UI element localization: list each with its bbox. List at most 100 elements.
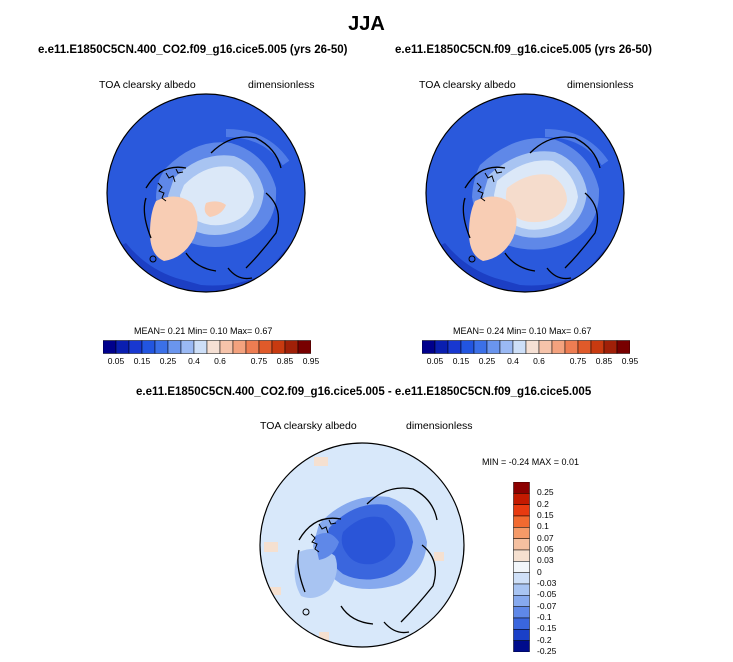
panel-2-colorbar-labels: 0.05 0.15 0.25 0.4 0.6 0.75 0.85 0.95	[422, 356, 639, 368]
panel-1-colorbar	[103, 340, 311, 354]
greenland-icesheet	[469, 196, 517, 261]
colorbar-swatch	[180, 340, 195, 354]
colorbar-tick-label: 0.25	[537, 487, 554, 498]
colorbar-swatch	[513, 606, 530, 619]
central-arctic-high-albedo	[505, 174, 567, 223]
colorbar-swatch	[271, 340, 286, 354]
panel-3-stats: MIN = -0.24 MAX = 0.01	[482, 457, 580, 467]
colorbar-swatch	[564, 340, 579, 354]
map-boundary	[259, 442, 465, 648]
colorbar-swatch	[193, 340, 208, 354]
coastlines	[143, 136, 282, 280]
map-boundary	[425, 93, 625, 293]
panel-3-units-label: dimensionless	[406, 420, 473, 432]
colorbar-swatch	[538, 340, 553, 354]
colorbar-swatch	[473, 340, 488, 354]
colorbar-swatch	[167, 340, 182, 354]
colorbar-tick-label: -0.03	[537, 578, 557, 588]
colorbar-tick-label: 0.4	[507, 356, 519, 366]
colorbar-tick-label: -0.05	[537, 589, 557, 600]
colorbar-swatch	[513, 561, 530, 573]
colorbar-tick-label: 0.25	[159, 356, 177, 366]
colorbar-swatch	[513, 538, 530, 551]
colorbar-swatch	[245, 340, 260, 354]
colorbar-swatch	[128, 340, 143, 354]
colorbar-swatch	[258, 340, 273, 354]
colorbar-tick-label: -0.25	[537, 646, 557, 656]
colorbar-swatch	[590, 340, 605, 354]
panel-1-variable-label: TOA clearsky albedo	[99, 79, 196, 91]
colorbar-swatch	[513, 640, 530, 652]
colorbar-swatch	[616, 340, 630, 354]
panel-1-colorbar-labels: 0.05 0.15 0.25 0.4 0.6 0.75 0.85 0.95	[103, 356, 320, 368]
colorbar-swatch	[603, 340, 618, 354]
colorbar-swatch	[486, 340, 501, 354]
colorbar-tick-label: 0	[537, 566, 542, 577]
strong-decrease-core	[341, 516, 396, 565]
colorbar-swatch	[154, 340, 169, 354]
colorbar-swatch	[512, 340, 527, 354]
panel-2-polar-map	[425, 93, 625, 293]
colorbar-tick-label: 0.95	[621, 356, 639, 366]
colorbar-swatch	[460, 340, 475, 354]
difference-colorbar-labels: 0.25 0.2 0.15 0.1 0.07 0.05 0.03 0 -0.03 -0.05 -0.…	[537, 482, 577, 656]
colorbar-swatch	[422, 340, 436, 354]
colorbar-tick-label: 0.15	[537, 510, 554, 520]
colorbar-swatch	[115, 340, 130, 354]
positive-patch	[264, 542, 278, 552]
colorbar-tick-label: 0.1	[537, 521, 549, 532]
difference-title: e.e11.E1850C5CN.400_CO2.f09_g16.cice5.00…	[136, 386, 592, 398]
panel-2-stats: MEAN= 0.24 Min= 0.10 Max= 0.67	[453, 326, 592, 336]
colorbar-swatch	[103, 340, 117, 354]
colorbar-swatch	[297, 340, 311, 354]
colorbar-tick-label: 0.25	[478, 356, 496, 366]
colorbar-swatch	[513, 583, 530, 596]
iceland-coastline	[468, 255, 476, 263]
positive-patch	[434, 552, 444, 561]
map-boundary	[106, 93, 306, 293]
colorbar-swatch	[513, 549, 530, 562]
greenland-small-change	[294, 548, 337, 598]
colorbar-swatch	[513, 629, 530, 641]
colorbar-tick-label: 0.4	[188, 356, 200, 366]
colorbar-swatch	[513, 482, 530, 494]
colorbar-swatch	[206, 340, 221, 354]
coastlines	[462, 136, 601, 280]
panel-2-title: e.e11.E1850C5CN.f09_g16.cice5.005 (yrs 2…	[395, 44, 653, 56]
archipelago-coastlines	[476, 168, 503, 202]
archipelago-decrease	[314, 533, 339, 560]
panel-1-units-label: dimensionless	[248, 79, 315, 91]
colorbar-tick-label: 0.03	[537, 555, 554, 566]
panel-1-stats: MEAN= 0.21 Min= 0.10 Max= 0.67	[134, 326, 273, 336]
colorbar-tick-label: 0.6	[533, 356, 545, 366]
colorbar-tick-label: 0.6	[214, 356, 226, 366]
colorbar-swatch	[447, 340, 462, 354]
colorbar-tick-label: -0.15	[537, 623, 557, 634]
colorbar-tick-label: 0.05	[107, 356, 125, 366]
positive-patch	[314, 457, 328, 466]
colorbar-tick-label: 0.85	[595, 356, 613, 366]
colorbar-swatch	[513, 527, 530, 539]
colorbar-tick-label: -0.07	[537, 600, 557, 611]
archipelago-coastlines	[157, 168, 184, 202]
panel-2-units-label: dimensionless	[567, 79, 634, 91]
coastlines	[297, 487, 438, 634]
positive-patch	[269, 587, 281, 595]
panel-2-variable-label: TOA clearsky albedo	[419, 79, 516, 91]
central-arctic-ice	[180, 166, 254, 226]
colorbar-swatch	[577, 340, 592, 354]
colorbar-swatch	[232, 340, 247, 354]
colorbar-tick-label: 0.07	[537, 532, 554, 543]
colorbar-swatch	[219, 340, 234, 354]
greenland-icesheet	[150, 196, 198, 261]
panel-2-colorbar	[422, 340, 630, 354]
colorbar-swatch	[434, 340, 449, 354]
panel-1-title: e.e11.E1850C5CN.400_CO2.f09_g16.cice5.00…	[38, 44, 348, 56]
colorbar-swatch	[513, 504, 530, 517]
archipelago-coastlines	[310, 519, 337, 553]
colorbar-tick-label: 0.05	[426, 356, 444, 366]
difference-polar-map	[259, 442, 465, 648]
colorbar-tick-label: 0.85	[276, 356, 294, 366]
colorbar-tick-label: 0.15	[133, 356, 151, 366]
